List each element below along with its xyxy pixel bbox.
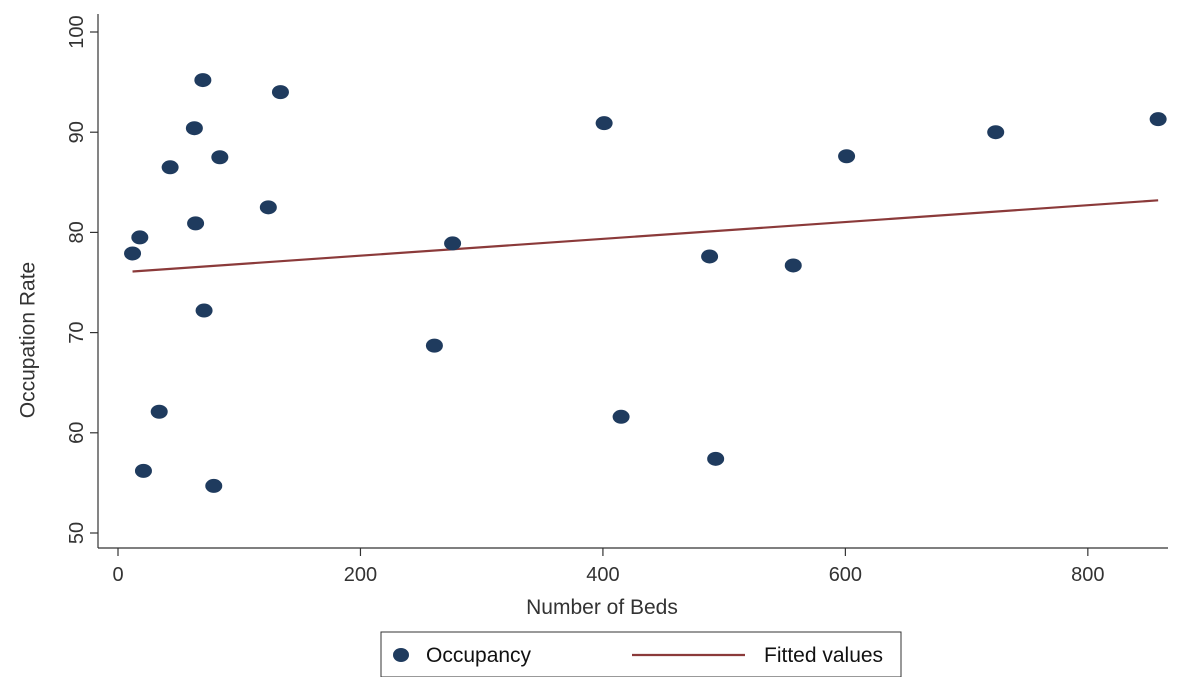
occupancy-point [838,149,856,164]
y-tick-label: 50 [66,522,88,544]
occupancy-point [205,478,223,493]
legend-marker-occupancy [393,648,409,662]
occupancy-point [211,150,229,165]
occupancy-point [124,246,142,261]
occupancy-point [444,236,462,251]
fitted-line-layer [132,199,1159,273]
axes: 50 60 70 80 90 100 0 200 400 600 800 [66,14,1168,586]
occupancy-point [612,409,630,424]
x-tick-label: 400 [586,564,619,586]
legend-label-fitted-values: Fitted values [764,644,883,667]
legend-label-occupancy: Occupancy [426,644,532,667]
y-tick-label: 60 [66,422,88,444]
occupancy-point [150,404,168,419]
y-tick-label: 80 [66,221,88,243]
occupancy-point [259,200,277,215]
occupancy-point [707,451,725,466]
occupancy-point [161,160,179,175]
occupancy-point [185,121,203,136]
occupancy-point [187,216,205,231]
y-tick-label: 70 [66,321,88,343]
y-axis-title: Occupation Rate [16,262,39,418]
fitted-values-line [132,199,1159,273]
occupancy-point [1149,112,1167,127]
occupancy-point [784,258,802,273]
x-axis-title: Number of Beds [526,596,678,619]
y-tick-label: 100 [66,15,88,48]
x-tick-label: 200 [344,564,377,586]
occupancy-point [425,338,443,353]
x-tick-label: 0 [112,564,123,586]
occupancy-point [271,85,289,100]
occupancy-point [595,116,613,131]
legend: Occupancy Fitted values [380,631,902,677]
scatter-points-layer [124,73,1167,493]
occupancy-point [987,125,1005,140]
occupancy-point [194,73,212,88]
occupancy-point [701,249,719,264]
x-tick-label: 600 [829,564,862,586]
x-tick-label: 800 [1071,564,1104,586]
y-tick-label: 90 [66,121,88,143]
occupancy-point [195,303,213,318]
occupancy-point [134,463,152,478]
occupancy-point [131,230,149,245]
